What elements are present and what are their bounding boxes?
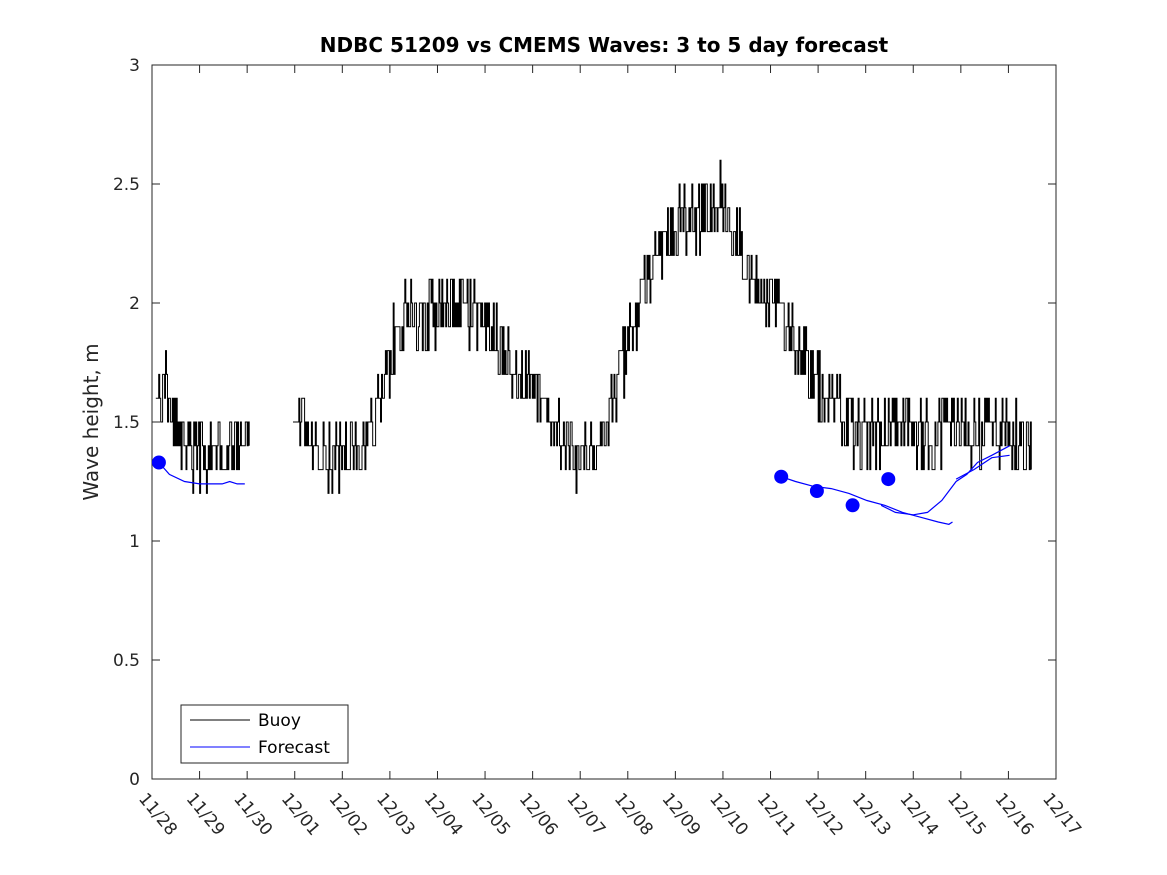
y-tick-label: 2.5 <box>113 175 140 195</box>
forecast-start-marker <box>151 455 166 470</box>
legend-forecast-label: Forecast <box>258 738 330 758</box>
chart-title: NDBC 51209 vs CMEMS Waves: 3 to 5 day fo… <box>320 33 889 57</box>
y-tick-label: 0 <box>129 770 140 790</box>
forecast-series-line <box>955 454 1010 480</box>
y-axis-label: Wave height, m <box>79 343 103 500</box>
y-tick-labels: 0 0.5 1 1.5 2 2.5 3 <box>113 56 140 790</box>
buoy-series-line <box>155 159 1032 494</box>
forecast-series-line <box>880 445 1010 516</box>
forecast-start-marker <box>774 469 789 484</box>
forecast-start-marker <box>845 498 860 513</box>
legend-buoy-label: Buoy <box>258 711 301 731</box>
y-tick-label: 3 <box>129 56 140 76</box>
legend: Buoy Forecast <box>180 704 349 764</box>
y-tick-label: 1.5 <box>113 413 140 433</box>
legend-box <box>180 704 349 764</box>
forecast-series-line <box>158 462 245 485</box>
y-tick-label: 0.5 <box>113 651 140 671</box>
axis-ticks <box>151 64 1057 780</box>
forecast-start-marker <box>881 472 896 487</box>
forecast-series-line <box>781 476 953 525</box>
y-tick-label: 2 <box>129 294 140 314</box>
y-tick-label: 1 <box>129 532 140 552</box>
series-layer <box>151 159 1032 525</box>
forecast-start-marker <box>809 484 824 498</box>
